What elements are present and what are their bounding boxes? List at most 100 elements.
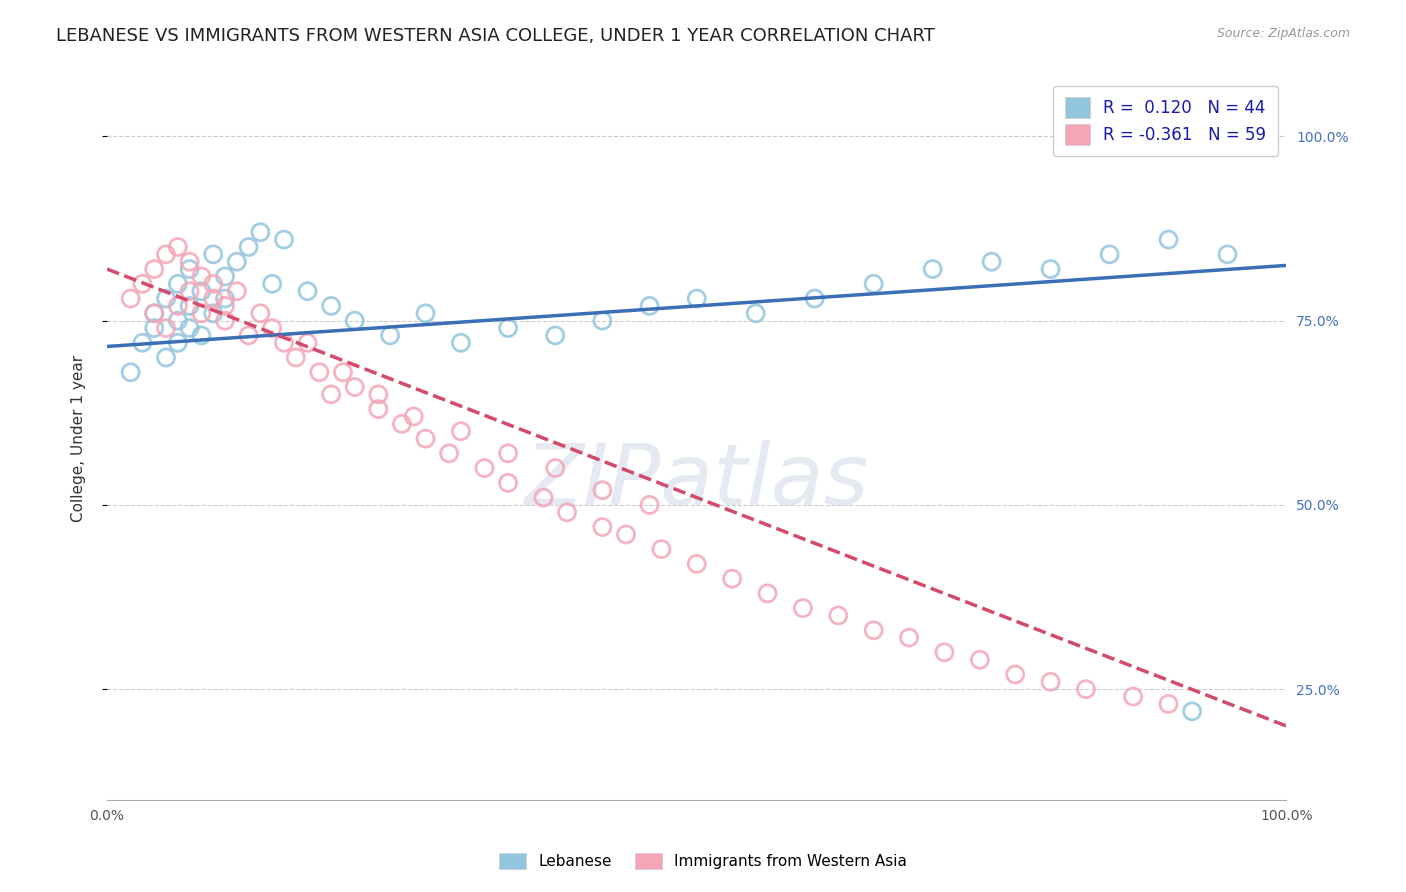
Point — [131, 335, 153, 350]
Point — [297, 284, 319, 298]
Point — [1122, 690, 1144, 704]
Point — [214, 299, 236, 313]
Point — [120, 365, 142, 379]
Point — [190, 269, 212, 284]
Point — [1157, 233, 1180, 247]
Point — [179, 299, 201, 313]
Point — [202, 292, 225, 306]
Point — [321, 299, 343, 313]
Point — [367, 402, 389, 417]
Text: ZIPatlas: ZIPatlas — [524, 441, 869, 524]
Point — [496, 475, 519, 490]
Point — [238, 328, 260, 343]
Point — [202, 247, 225, 261]
Point — [1157, 697, 1180, 711]
Point — [166, 313, 188, 327]
Point — [179, 321, 201, 335]
Point — [402, 409, 425, 424]
Legend: Lebanese, Immigrants from Western Asia: Lebanese, Immigrants from Western Asia — [492, 847, 914, 875]
Point — [155, 321, 177, 335]
Point — [262, 277, 284, 291]
Point — [155, 292, 177, 306]
Point — [638, 299, 661, 313]
Point — [143, 306, 166, 320]
Point — [190, 306, 212, 320]
Point — [297, 335, 319, 350]
Point — [249, 306, 271, 320]
Point — [415, 432, 437, 446]
Point — [533, 491, 555, 505]
Y-axis label: College, Under 1 year: College, Under 1 year — [72, 355, 86, 522]
Point — [437, 446, 460, 460]
Point — [756, 586, 779, 600]
Legend: R =  0.120   N = 44, R = -0.361   N = 59: R = 0.120 N = 44, R = -0.361 N = 59 — [1053, 86, 1278, 156]
Point — [415, 306, 437, 320]
Point — [308, 365, 330, 379]
Point — [591, 483, 613, 498]
Point — [450, 424, 472, 438]
Point — [591, 520, 613, 534]
Point — [921, 262, 943, 277]
Point — [803, 292, 825, 306]
Point — [721, 572, 744, 586]
Point — [1004, 667, 1026, 681]
Point — [614, 527, 637, 541]
Point — [827, 608, 849, 623]
Point — [1074, 682, 1097, 697]
Text: LEBANESE VS IMMIGRANTS FROM WESTERN ASIA COLLEGE, UNDER 1 YEAR CORRELATION CHART: LEBANESE VS IMMIGRANTS FROM WESTERN ASIA… — [56, 27, 935, 45]
Point — [202, 277, 225, 291]
Point — [1039, 262, 1062, 277]
Point — [166, 335, 188, 350]
Point — [131, 277, 153, 291]
Point — [1216, 247, 1239, 261]
Point — [179, 254, 201, 268]
Point — [321, 387, 343, 401]
Point — [166, 299, 188, 313]
Point — [544, 461, 567, 475]
Point — [378, 328, 401, 343]
Point — [686, 557, 709, 571]
Point — [544, 328, 567, 343]
Point — [650, 542, 672, 557]
Point — [238, 240, 260, 254]
Point — [179, 262, 201, 277]
Point — [214, 292, 236, 306]
Point — [862, 277, 884, 291]
Point — [120, 292, 142, 306]
Text: Source: ZipAtlas.com: Source: ZipAtlas.com — [1216, 27, 1350, 40]
Point — [638, 498, 661, 512]
Point — [745, 306, 768, 320]
Point — [1181, 704, 1204, 718]
Point — [249, 225, 271, 239]
Point — [143, 306, 166, 320]
Point — [273, 335, 295, 350]
Point — [686, 292, 709, 306]
Point — [474, 461, 496, 475]
Point — [225, 284, 247, 298]
Point — [166, 277, 188, 291]
Point — [391, 417, 413, 431]
Point — [934, 645, 956, 659]
Point — [1098, 247, 1121, 261]
Point — [792, 601, 814, 615]
Point — [969, 653, 991, 667]
Point — [202, 306, 225, 320]
Point — [190, 284, 212, 298]
Point — [143, 262, 166, 277]
Point — [591, 313, 613, 327]
Point — [555, 505, 578, 519]
Point — [262, 321, 284, 335]
Point — [862, 624, 884, 638]
Point — [367, 387, 389, 401]
Point — [496, 446, 519, 460]
Point — [1039, 674, 1062, 689]
Point — [225, 254, 247, 268]
Point — [179, 284, 201, 298]
Point — [214, 269, 236, 284]
Point — [143, 321, 166, 335]
Point — [273, 233, 295, 247]
Point — [980, 254, 1002, 268]
Point — [343, 313, 366, 327]
Point — [496, 321, 519, 335]
Point — [155, 247, 177, 261]
